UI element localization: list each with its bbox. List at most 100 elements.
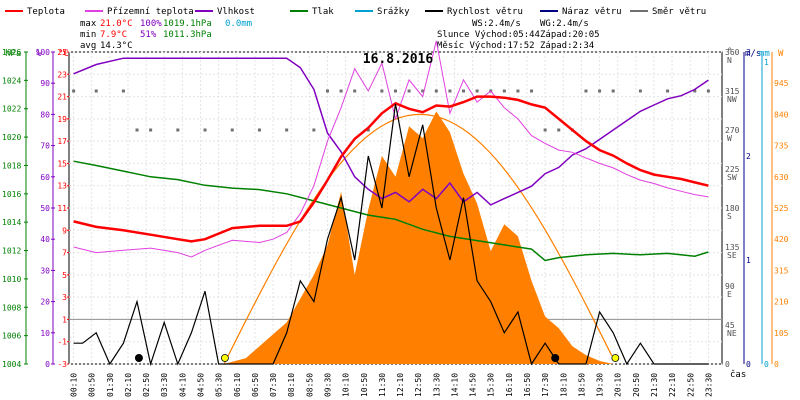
humidity-tick-label: 70 [40, 142, 50, 151]
pressure-tick-label: 1024 [2, 76, 21, 85]
wind-tick-label: 2 [746, 152, 751, 161]
wind-tick-label: 3 [746, 48, 751, 57]
stats-max-press: 1019.1hPa [163, 19, 212, 29]
wind-tick-label: 1 [746, 256, 751, 265]
stats-min-temp: 7.9°C [100, 30, 127, 40]
sunrise-marker [221, 354, 229, 362]
wind-direction-point [638, 89, 642, 93]
x-tick-label: 21:30 [650, 373, 659, 397]
temp-tick-label: 25 [57, 48, 67, 57]
humidity-tick-label: 60 [40, 173, 50, 182]
series-solar-area [224, 111, 614, 365]
wind-direction-point [557, 128, 561, 132]
legend-label: Rychlost větru [447, 7, 523, 17]
direction-tick-name: W [727, 134, 732, 143]
x-tick-label: 05:30 [215, 373, 224, 397]
info-sun: Slunce Východ:05:44 [437, 30, 540, 40]
wind-direction-point [149, 128, 153, 132]
legend-label: Srážky [377, 7, 410, 17]
x-tick-label: 23:30 [704, 373, 713, 397]
rain-tick-label: 1 [764, 58, 769, 67]
pressure-unit: hPa [5, 49, 21, 59]
series-ground-temp-line [73, 40, 709, 258]
wind-direction-point [339, 89, 343, 93]
solar-tick-label: 0 [774, 360, 779, 369]
wind-direction-point [394, 89, 397, 93]
x-tick-label: 02:10 [124, 373, 133, 397]
stats-min-hum: 51% [140, 30, 157, 40]
temp-tick-label: 13 [57, 182, 67, 191]
wind-direction-point [706, 89, 710, 93]
direction-unit: ° [727, 47, 732, 57]
chart-title: 16.8.2016 [363, 52, 434, 67]
pressure-tick-label: 1020 [2, 133, 21, 142]
temp-tick-label: 5 [62, 271, 67, 280]
x-tick-label: 22:10 [668, 373, 677, 397]
time-unit: čas [730, 369, 746, 380]
info-moon-set: Západ:2:34 [540, 41, 594, 51]
wind-tick-label: 0 [746, 360, 751, 369]
wind-direction-point [502, 89, 506, 93]
temp-tick-label: 11 [57, 204, 67, 213]
humidity-tick-label: 100 [36, 48, 51, 57]
solar-tick-label: 420 [774, 235, 789, 244]
wind-direction-point [434, 89, 438, 93]
direction-tick-label: 135 [725, 243, 740, 252]
x-tick-label: 06:50 [251, 373, 260, 397]
legend-label: Přízemní teplota [107, 7, 194, 17]
series-humidity-line [73, 57, 709, 206]
x-tick-label: 00:10 [70, 373, 79, 397]
x-tick-label: 12:50 [414, 373, 423, 397]
humidity-tick-label: 10 [40, 329, 50, 338]
series-wind-speed-line [73, 103, 709, 367]
x-tick-label: 14:50 [469, 373, 478, 397]
x-tick-label: 03:30 [160, 373, 169, 397]
solar-unit: W [778, 49, 784, 59]
pressure-tick-label: 1004 [2, 360, 21, 369]
info-ws: WS:2.4m/s [472, 19, 521, 29]
legend-label: Teplota [27, 7, 65, 17]
moonset-marker [134, 354, 143, 362]
wind-direction-point [72, 89, 76, 93]
wind-direction-point [421, 89, 425, 93]
temp-tick-label: 19 [57, 115, 67, 124]
temp-tick-label: 7 [62, 249, 67, 258]
pressure-tick-label: 1018 [2, 161, 21, 170]
wind-direction-point [230, 128, 234, 132]
direction-tick-name: NE [727, 329, 737, 338]
x-tick-label: 01:30 [106, 373, 115, 397]
humidity-tick-label: 20 [40, 298, 50, 307]
temp-tick-label: 1 [62, 315, 67, 324]
wind-unit: m/s [745, 49, 761, 59]
direction-tick-label: 0 [725, 360, 730, 369]
stats-max-rain: 0.0mm [225, 19, 252, 29]
wind-direction-point [407, 89, 411, 93]
humidity-tick-label: 90 [40, 79, 50, 88]
direction-tick-label: 360 [725, 48, 740, 57]
x-tick-label: 20:50 [632, 373, 641, 397]
direction-tick-name: SW [727, 173, 737, 182]
wind-direction-point [462, 89, 466, 93]
x-tick-label: 08:10 [287, 373, 296, 397]
info-wg: WG:2.4m/s [540, 19, 589, 29]
stats-min-press: 1011.3hPa [163, 30, 212, 40]
solar-tick-label: 735 [774, 142, 789, 151]
humidity-tick-label: 50 [40, 204, 50, 213]
stats-min-label: min [80, 30, 96, 40]
direction-tick-label: 45 [725, 321, 735, 330]
wind-direction-point [380, 89, 384, 93]
direction-tick-label: 90 [725, 282, 735, 291]
rain-unit: mm [759, 49, 770, 59]
solar-tick-label: 525 [774, 204, 789, 213]
pressure-tick-label: 1006 [2, 332, 21, 341]
wind-direction-point [666, 89, 670, 93]
x-tick-label: 16:10 [505, 373, 514, 397]
temp-tick-label: 17 [57, 137, 67, 146]
wind-direction-point [176, 128, 180, 132]
direction-tick-name: NW [727, 95, 737, 104]
wind-direction-point [366, 128, 370, 132]
humidity-tick-label: 30 [40, 266, 50, 275]
solar-tick-label: 840 [774, 110, 789, 119]
stats-avg-label: avg [80, 41, 96, 51]
pressure-tick-label: 1012 [2, 247, 21, 256]
